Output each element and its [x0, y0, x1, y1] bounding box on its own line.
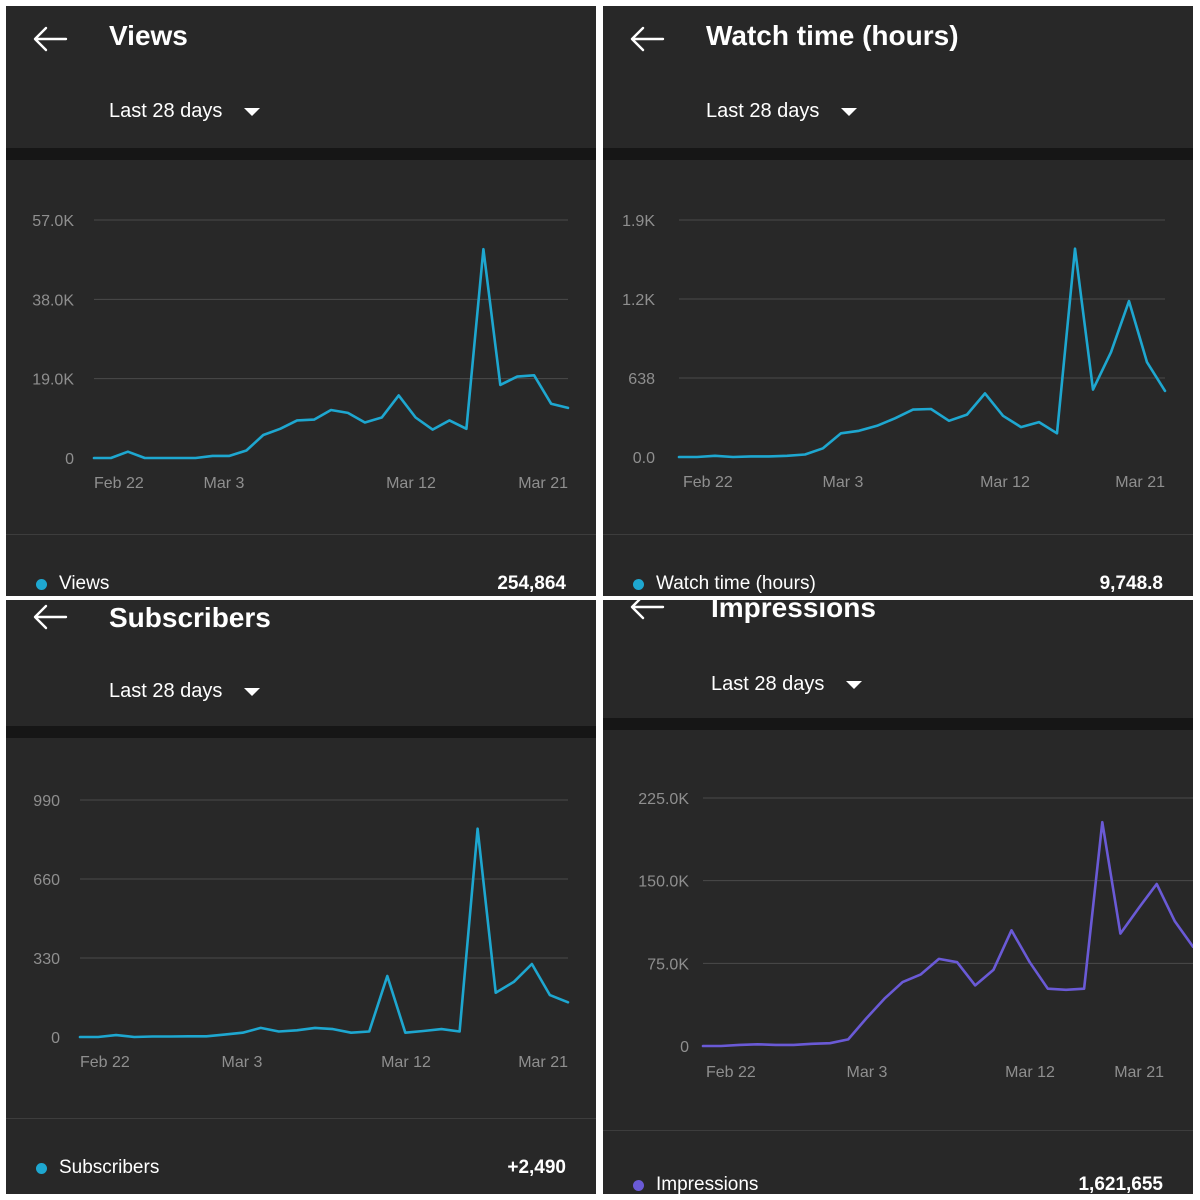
impressions-panel: Impressions Last 28 days 0 75.0K 150.0K 225… — [603, 600, 1193, 1194]
x-tick-label: Mar 3 — [823, 474, 864, 491]
y-tick-label: 0 — [51, 1030, 60, 1047]
x-tick-label: Mar 21 — [1114, 1064, 1164, 1080]
legend-label: Watch time (hours) — [656, 573, 816, 594]
footer-separator — [6, 1118, 596, 1119]
legend-dot — [36, 578, 47, 590]
date-range-label: Last 28 days — [711, 673, 825, 695]
y-tick-label: 38.0K — [32, 292, 74, 309]
legend-label: Subscribers — [59, 1157, 160, 1178]
panel-title: Impressions — [711, 600, 876, 623]
chart-svg: 0 19.0K 38.0K 57.0K Feb 22 Mar 3 Mar 12 Mar 21 — [32, 213, 570, 492]
x-tick-label: Mar 21 — [518, 475, 568, 492]
x-tick-label: Mar 12 — [381, 1054, 431, 1071]
footer-separator — [603, 1130, 1193, 1131]
header-divider — [603, 718, 1193, 730]
total-value: 9,748.8 — [1099, 573, 1163, 594]
chart-svg: 0 75.0K 150.0K 225.0K Feb 22 Mar 3 Mar 12 Mar 2… — [638, 791, 1193, 1080]
series-line — [92, 247, 570, 460]
footer-separator — [603, 534, 1193, 535]
header-divider — [6, 726, 596, 738]
y-tick-label: 330 — [33, 951, 60, 968]
legend-row: Subscribers +2,490 — [36, 1155, 566, 1181]
legend-dot — [633, 578, 644, 590]
chart-svg: 0.0 638 1.2K 1.9K Feb 22 Mar 3 Mar 12 Mar 21 — [622, 213, 1167, 491]
caret-down-icon — [846, 680, 863, 689]
subscribers-chart: 0 330 660 990 Feb 22 Mar 3 Mar 12 Mar 21 — [6, 738, 596, 1078]
x-tick-label: Mar 3 — [847, 1064, 888, 1080]
panel-title: Views — [109, 20, 188, 51]
header-divider — [603, 148, 1193, 160]
y-tick-label: 150.0K — [638, 874, 689, 891]
date-range-label: Last 28 days — [109, 680, 223, 702]
x-tick-label: Feb 22 — [94, 475, 144, 492]
y-tick-label: 0 — [680, 1039, 689, 1056]
date-range-dropdown[interactable]: Last 28 days — [109, 680, 261, 703]
y-tick-label: 660 — [33, 872, 60, 889]
series-line — [78, 827, 570, 1039]
x-tick-label: Mar 21 — [518, 1054, 568, 1071]
y-tick-label: 57.0K — [32, 213, 74, 230]
y-tick-label: 0.0 — [633, 450, 655, 467]
footer-separator — [6, 534, 596, 535]
total-value: 1,621,655 — [1078, 1174, 1163, 1194]
legend-dot — [633, 1179, 644, 1191]
legend-row: Impressions 1,621,655 — [633, 1172, 1163, 1194]
date-range-dropdown[interactable]: Last 28 days — [711, 673, 863, 696]
date-range-label: Last 28 days — [109, 100, 223, 122]
back-arrow-icon[interactable] — [629, 24, 665, 54]
back-arrow-icon[interactable] — [32, 24, 68, 54]
legend-row: Watch time (hours) 9,748.8 — [633, 571, 1163, 596]
legend-label: Impressions — [656, 1174, 759, 1194]
x-tick-label: Feb 22 — [706, 1064, 756, 1080]
back-arrow-icon[interactable] — [32, 602, 68, 632]
legend-dot — [36, 1162, 47, 1174]
y-tick-label: 0 — [65, 451, 74, 468]
total-value: 254,864 — [497, 573, 566, 594]
x-tick-label: Feb 22 — [80, 1054, 130, 1071]
x-tick-label: Mar 3 — [222, 1054, 263, 1071]
legend-row: Views 254,864 — [36, 571, 566, 596]
x-tick-label: Feb 22 — [683, 474, 733, 491]
views-panel: Views Last 28 days 0 19.0K 38.0K 57.0K Feb 2… — [6, 6, 596, 596]
y-tick-label: 1.9K — [622, 213, 655, 230]
watch-time-chart: 0.0 638 1.2K 1.9K Feb 22 Mar 3 Mar 12 Mar 21 — [603, 160, 1193, 500]
x-tick-label: Mar 21 — [1115, 474, 1165, 491]
panel-header: Subscribers Last 28 days — [6, 600, 596, 742]
legend-label: Views — [59, 573, 110, 594]
subscribers-panel: Subscribers Last 28 days 0 330 660 990 Feb 2… — [6, 600, 596, 1194]
series-line — [701, 820, 1193, 1048]
y-tick-label: 19.0K — [32, 372, 74, 389]
date-range-label: Last 28 days — [706, 100, 820, 122]
impressions-chart: 0 75.0K 150.0K 225.0K Feb 22 Mar 3 Mar 12 Mar 2… — [603, 730, 1193, 1080]
date-range-dropdown[interactable]: Last 28 days — [706, 100, 858, 123]
date-range-dropdown[interactable]: Last 28 days — [109, 100, 261, 123]
panel-header: Watch time (hours) Last 28 days — [603, 6, 1193, 148]
x-tick-label: Mar 12 — [980, 474, 1030, 491]
x-tick-label: Mar 12 — [386, 475, 436, 492]
total-value: +2,490 — [507, 1157, 566, 1178]
series-line — [677, 247, 1167, 459]
chart-svg: 0 330 660 990 Feb 22 Mar 3 Mar 12 Mar 21 — [33, 793, 570, 1071]
views-chart: 0 19.0K 38.0K 57.0K Feb 22 Mar 3 Mar 12 Mar 21 — [6, 160, 596, 500]
caret-down-icon — [244, 107, 261, 116]
y-tick-label: 225.0K — [638, 791, 689, 808]
watch-time-panel: Watch time (hours) Last 28 days 0.0 638 1.… — [603, 6, 1193, 596]
x-tick-label: Mar 3 — [204, 475, 245, 492]
y-tick-label: 990 — [33, 793, 60, 810]
panel-title: Watch time (hours) — [706, 20, 959, 51]
caret-down-icon — [244, 687, 261, 696]
header-divider — [6, 148, 596, 160]
y-tick-label: 638 — [628, 371, 655, 388]
panel-title: Subscribers — [109, 602, 271, 633]
x-tick-label: Mar 12 — [1005, 1064, 1055, 1080]
caret-down-icon — [841, 107, 858, 116]
y-tick-label: 1.2K — [622, 292, 655, 309]
back-arrow-icon[interactable] — [629, 600, 665, 622]
panel-header: Views Last 28 days — [6, 6, 596, 148]
y-tick-label: 75.0K — [647, 956, 689, 973]
